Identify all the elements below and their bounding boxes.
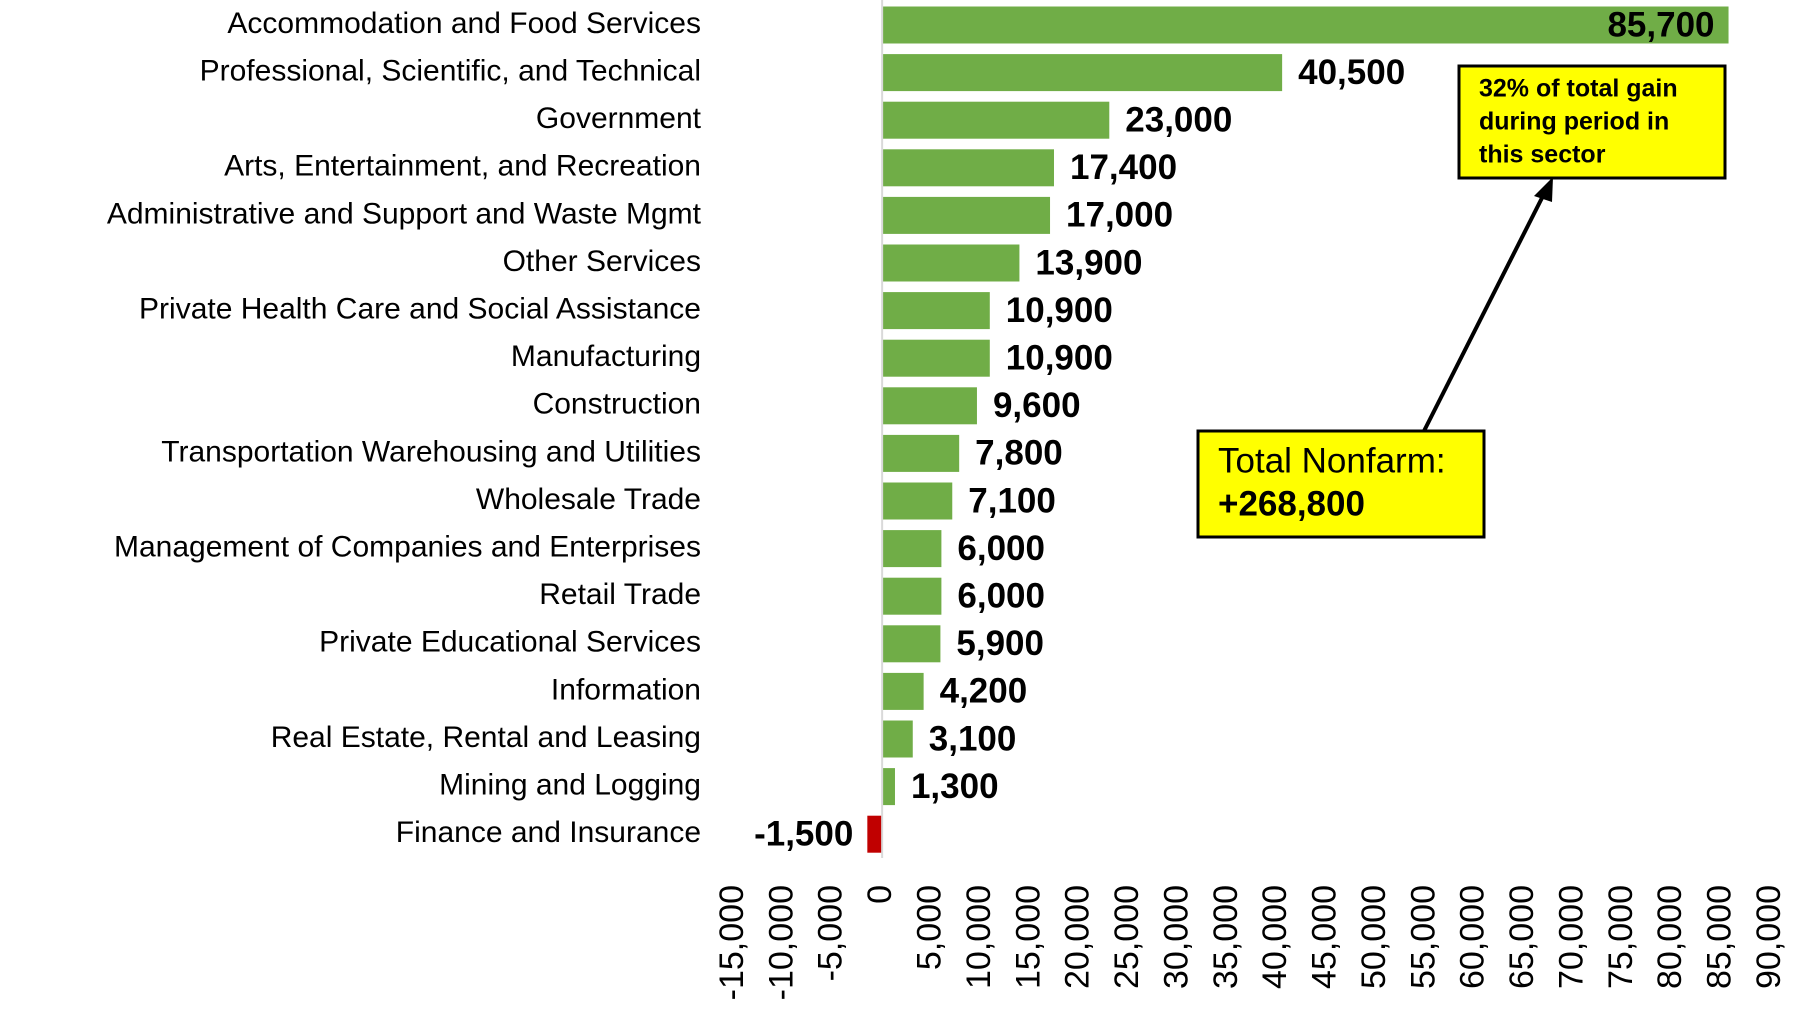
value-label: 1,300 <box>911 767 999 806</box>
bar <box>882 196 1051 234</box>
category-label: Government <box>536 102 702 135</box>
value-label: 6,000 <box>957 529 1045 568</box>
value-label: 7,800 <box>975 434 1063 473</box>
value-label: 17,400 <box>1070 148 1177 187</box>
annotation-text: during period in <box>1479 108 1669 136</box>
category-label: Professional, Scientific, and Technical <box>200 55 701 88</box>
x-tick-label: 10,000 <box>960 885 998 989</box>
category-label: Wholesale Trade <box>476 483 701 516</box>
value-label: 7,100 <box>968 481 1056 520</box>
category-label: Retail Trade <box>539 578 701 611</box>
bar <box>882 720 913 758</box>
x-tick-label: 40,000 <box>1256 885 1294 989</box>
bar <box>882 54 1283 92</box>
x-tick-label: 80,000 <box>1651 885 1689 989</box>
bar <box>882 6 1729 44</box>
annotation-box <box>1457 64 1727 180</box>
bar <box>882 292 990 330</box>
x-tick-label: 20,000 <box>1059 885 1097 989</box>
x-tick-label: 35,000 <box>1207 885 1245 989</box>
bar <box>882 530 942 568</box>
value-label: -1,500 <box>754 814 853 853</box>
value-label: 3,100 <box>929 719 1017 758</box>
annotation-text: 32% of total gain <box>1479 75 1678 103</box>
bar <box>867 815 883 853</box>
x-tick-label: 5,000 <box>911 885 949 970</box>
annotation-text: +268,800 <box>1218 484 1365 523</box>
annotation-text: this sector <box>1479 141 1606 169</box>
bar <box>882 244 1020 282</box>
x-tick-label: 65,000 <box>1503 885 1541 989</box>
value-label: 17,000 <box>1066 196 1173 235</box>
bar <box>882 768 895 806</box>
category-label: Information <box>551 673 701 706</box>
x-tick-label: 75,000 <box>1602 885 1640 989</box>
x-tick-label: 55,000 <box>1404 885 1442 989</box>
bar <box>882 577 942 615</box>
arrow-head <box>1534 177 1553 202</box>
value-label: 13,900 <box>1035 243 1142 282</box>
x-tick-label: -5,000 <box>812 885 850 981</box>
x-tick-label: 60,000 <box>1454 885 1492 989</box>
value-label: 40,500 <box>1298 53 1405 92</box>
category-label: Private Health Care and Social Assistanc… <box>139 293 701 326</box>
x-tick-label: -10,000 <box>762 885 800 1000</box>
arrow <box>1422 185 1550 432</box>
bar <box>882 672 924 710</box>
bar <box>882 387 977 425</box>
annotation-text: Total Nonfarm: <box>1218 441 1446 480</box>
category-label: Management of Companies and Enterprises <box>114 531 701 564</box>
bar <box>882 149 1054 187</box>
category-label: Mining and Logging <box>439 769 701 802</box>
category-label: Administrative and Support and Waste Mgm… <box>107 197 702 230</box>
category-label: Transportation Warehousing and Utilities <box>161 435 701 468</box>
x-tick-label: 70,000 <box>1552 885 1590 989</box>
x-tick-label: 0 <box>861 885 899 904</box>
bar <box>882 339 990 377</box>
value-label: 10,900 <box>1006 291 1113 330</box>
category-label: Private Educational Services <box>319 626 701 659</box>
x-tick-label: -15,000 <box>713 885 751 1000</box>
x-tick-label: 15,000 <box>1009 885 1047 989</box>
annotation-box <box>1196 429 1486 539</box>
value-label: 23,000 <box>1125 100 1232 139</box>
value-label: 10,900 <box>1006 338 1113 377</box>
x-tick-label: 25,000 <box>1108 885 1146 989</box>
category-label: Manufacturing <box>511 340 701 373</box>
value-label: 9,600 <box>993 386 1081 425</box>
bar <box>882 101 1110 139</box>
category-label: Finance and Insurance <box>396 816 701 849</box>
category-label: Arts, Entertainment, and Recreation <box>224 150 701 183</box>
x-tick-label: 50,000 <box>1355 885 1393 989</box>
value-label: 4,200 <box>940 672 1028 711</box>
x-tick-label: 45,000 <box>1306 885 1344 989</box>
category-label: Construction <box>533 388 701 421</box>
bar <box>882 434 960 472</box>
category-label: Accommodation and Food Services <box>227 7 701 40</box>
category-label: Other Services <box>503 245 701 278</box>
bar <box>882 625 941 663</box>
value-label: 5,900 <box>956 624 1044 663</box>
x-tick-label: 30,000 <box>1157 885 1195 989</box>
value-label: 85,700 <box>1607 5 1714 44</box>
value-label: 6,000 <box>957 576 1045 615</box>
category-label: Real Estate, Rental and Leasing <box>271 721 701 754</box>
x-tick-label: 85,000 <box>1701 885 1739 989</box>
x-tick-label: 90,000 <box>1750 885 1788 989</box>
bar <box>882 482 953 520</box>
